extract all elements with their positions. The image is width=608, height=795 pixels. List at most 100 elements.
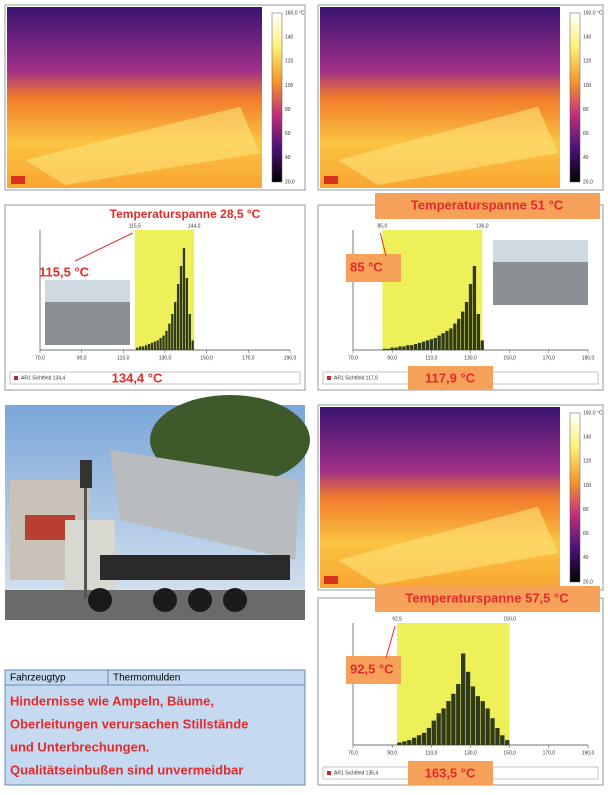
x-tick-label: 70,0 [348, 750, 358, 756]
x-tick-label: 110,0 [425, 750, 437, 756]
range-label: 136,0 [476, 223, 489, 229]
histogram: 115,5 144,0 70,0 90,0 110,0 130,0 150,0 170,0 19… [4, 204, 306, 391]
histogram-bar [476, 314, 480, 350]
scale-label: 160,0 °C [285, 10, 305, 16]
histogram-bar [407, 740, 412, 745]
x-tick-label: 130,0 [464, 750, 477, 756]
x-tick-label: 150,0 [503, 355, 516, 361]
histogram-bar [480, 701, 485, 745]
histogram-bar [446, 701, 451, 745]
scale-label: 140 [583, 434, 592, 440]
start-label: 115,5 °C [39, 264, 90, 279]
histogram-bar [191, 340, 194, 350]
info-line: Qualitätseinbußen sind unvermeidbar [10, 762, 243, 777]
thermal-image: 160,0 °C 140 120 100 80 60 40 20,0 [317, 4, 604, 191]
x-tick-label: 130,0 [464, 355, 477, 361]
scale-label: 20,0 [285, 179, 295, 185]
x-tick-label: 70,0 [35, 355, 45, 361]
scale-label: 160,0 °C [583, 10, 603, 16]
histogram-bar [185, 278, 189, 350]
range-label: 92,5 [392, 616, 402, 622]
histogram: 92,5 150,0 70,0 90,0 110,0 130,0 150,0 170,0 190… [317, 586, 604, 786]
x-tick-label: 70,0 [348, 355, 358, 361]
histogram-bar [136, 347, 139, 350]
histogram-bar [426, 727, 432, 745]
histogram-bar [390, 347, 394, 350]
histogram-bar [437, 335, 441, 350]
scale-label: 80 [285, 107, 291, 113]
scale-label: 100 [583, 83, 592, 89]
inset-photo-sky [493, 240, 588, 262]
histogram-bar [453, 323, 457, 350]
x-tick-label: 90,0 [77, 355, 87, 361]
info-line: Hindernisse wie Ampeln, Bäume, [10, 693, 214, 708]
histogram-bar [162, 335, 165, 350]
scale-label: 160,0 °C [583, 410, 603, 416]
histogram-bar [449, 328, 453, 350]
scale-label: 20,0 [583, 179, 593, 185]
histogram-bar [461, 653, 466, 745]
histogram-bar [144, 345, 148, 350]
histogram-bar [168, 323, 171, 350]
histogram-bar [505, 740, 510, 745]
histogram-bar [465, 671, 471, 745]
histogram-bar [456, 684, 461, 745]
histogram-bar [156, 340, 159, 350]
legend-text: AR1 Sichtfeld 135,4 [334, 770, 378, 776]
histogram-bar [490, 718, 495, 745]
histogram-bar [441, 333, 445, 350]
histogram-bar [165, 330, 168, 350]
histogram-bar [425, 340, 430, 350]
histogram-bar [451, 693, 456, 745]
scale-label: 80 [583, 107, 589, 113]
scale-label: 40 [583, 555, 589, 561]
scale-label: 20,0 [583, 579, 593, 585]
label-box [408, 366, 493, 390]
legend-swatch [327, 771, 331, 775]
scale-label: 60 [285, 131, 291, 137]
thermal-tag [324, 176, 338, 184]
histogram-bar [475, 696, 480, 745]
mean-label: 117,9 °C [425, 370, 476, 385]
histogram: 85,0 136,0 70,0 90,0 110,0 130,0 150,0 170,0 190… [317, 193, 604, 391]
legend-swatch [14, 376, 18, 380]
histogram-bar [171, 314, 174, 350]
thermal-hotspot [25, 106, 260, 185]
scale-label: 120 [583, 459, 592, 465]
info-line: Oberleitungen verursachen Stillstände [10, 716, 248, 731]
histogram-bar [412, 737, 417, 745]
histogram-bar [468, 284, 473, 350]
histogram-bar [153, 341, 156, 350]
histogram-bar [436, 713, 441, 745]
x-tick-label: 190,0 [284, 355, 297, 361]
histogram-bar [464, 302, 469, 350]
thermal-image: 160,0 °C 140 120 100 80 60 40 20,0 [4, 4, 306, 191]
x-tick-label: 130,0 [159, 355, 172, 361]
label-box [346, 254, 401, 282]
x-tick-label: 90,0 [387, 355, 397, 361]
x-tick-label: 150,0 [503, 750, 516, 756]
histogram-bar [500, 735, 505, 745]
title-box [375, 586, 600, 612]
histogram-bar [410, 345, 414, 350]
scale-label: 140 [583, 34, 592, 40]
thermal-hotspot [338, 106, 558, 185]
thermal-image: 160,0 °C 140 120 100 80 60 40 20,0 [317, 404, 604, 591]
mean-label: 134,4 °C [112, 370, 163, 385]
color-bar [569, 412, 581, 583]
start-label: 85 °C [350, 259, 383, 274]
histogram-bar [397, 742, 402, 745]
histogram-title: Temperaturspanne 28,5 °C [110, 207, 261, 221]
histogram-bar [421, 341, 426, 350]
legend-text: AR1 Sichtfeld 117,9 [334, 375, 378, 381]
scale-label: 140 [285, 34, 294, 40]
histogram-bar [457, 318, 461, 350]
histogram-bar [429, 339, 433, 350]
histogram-title: Temperaturspanne 51 °C [411, 197, 564, 212]
scale-label: 100 [285, 83, 294, 89]
histogram-bar [402, 346, 406, 350]
histogram-bar [421, 732, 427, 745]
histogram-bar [472, 266, 477, 350]
scale-label: 100 [583, 483, 592, 489]
histogram-bar [179, 266, 183, 350]
